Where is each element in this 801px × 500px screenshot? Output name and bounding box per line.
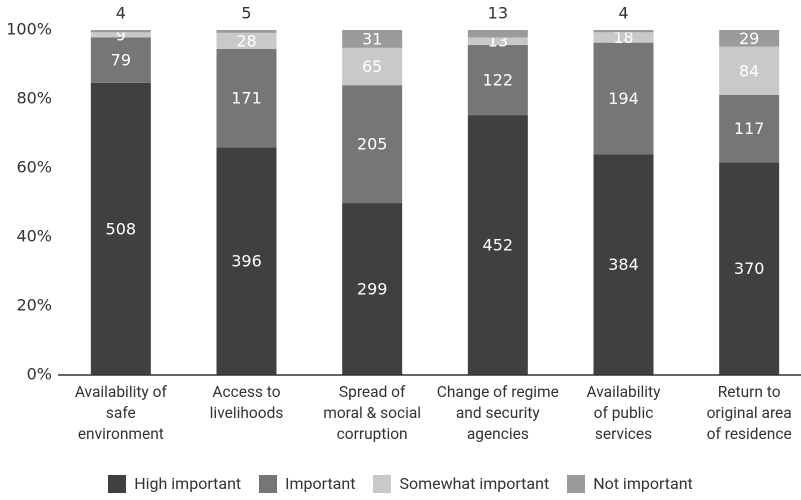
data-label: 5 (241, 4, 251, 23)
legend-item: Important (259, 474, 355, 493)
x-tick-label: Change of regime and security agencies (436, 383, 559, 443)
data-label: 9 (116, 25, 126, 44)
data-label: 18 (613, 28, 633, 47)
data-label: 4 (116, 4, 126, 23)
y-tick-label: 100% (6, 20, 52, 39)
y-tick-label: 0% (27, 365, 52, 384)
bar-segment (593, 32, 654, 43)
x-tick-label: Spread of moral & social corruption (323, 383, 422, 443)
data-label: 508 (106, 219, 137, 238)
legend-item: Somewhat important (373, 474, 549, 493)
x-tick-label: Return to original area of residence (706, 383, 792, 443)
bar-segment (216, 147, 277, 375)
bar-segment (216, 30, 277, 33)
legend-item: Not important (567, 474, 693, 493)
bar-segment (719, 162, 780, 375)
y-tick-label: 40% (16, 227, 52, 246)
data-label: 171 (231, 89, 262, 108)
data-label: 370 (734, 259, 765, 278)
bar-segment (593, 30, 654, 33)
bar-segment (342, 203, 403, 375)
bar-segment (719, 94, 780, 163)
data-label: 13 (488, 4, 508, 23)
bar-segment (90, 82, 151, 376)
y-tick-label: 20% (16, 296, 52, 315)
data-label: 29 (739, 29, 759, 48)
x-tick-label: Access to livelihoods (209, 383, 284, 422)
legend: High important Important Somewhat importan… (0, 474, 801, 493)
legend-label: High important (134, 474, 242, 493)
legend-swatch (373, 474, 392, 493)
legend-swatch (567, 474, 586, 493)
bar-segment (593, 42, 654, 155)
bar-segment (467, 115, 528, 375)
bar-segment (90, 37, 151, 83)
legend-label: Somewhat important (399, 474, 550, 493)
data-label: 65 (362, 57, 382, 76)
bar-segment (216, 32, 277, 49)
data-label: 122 (483, 71, 514, 90)
legend-swatch (108, 474, 127, 493)
data-label: 396 (231, 252, 262, 271)
bar-segment (467, 30, 528, 38)
bar-segment (90, 30, 151, 33)
y-tick-label: 60% (16, 158, 52, 177)
data-label: 4 (618, 4, 628, 23)
bar-segment (719, 30, 780, 47)
bar-segment (342, 47, 403, 86)
data-label: 452 (483, 236, 514, 255)
bar-segment (467, 44, 528, 116)
data-label: 84 (739, 61, 759, 80)
data-label: 384 (608, 255, 639, 274)
legend-swatch (259, 474, 278, 493)
bar-segment (719, 46, 780, 95)
data-label: 28 (236, 31, 256, 50)
bar-segment (216, 48, 277, 148)
bar-segment (593, 154, 654, 375)
y-tick-label: 80% (16, 89, 52, 108)
data-label: 299 (357, 280, 388, 299)
data-label: 117 (734, 119, 765, 138)
bar-segment (342, 30, 403, 48)
data-label: 79 (111, 51, 131, 70)
data-label: 31 (362, 29, 382, 48)
data-label: 205 (357, 135, 388, 154)
legend-label: Not important (593, 474, 693, 493)
bar-segment (342, 85, 403, 204)
data-label: 194 (608, 89, 639, 108)
bar-segment (90, 32, 151, 38)
bar-segment (467, 37, 528, 45)
plot: 0% 20% 40% 60% 80% 100% 508 79 9 4 396 171 28 5 299 205… (6, 4, 801, 384)
x-tick-label: Availability of safe environment (74, 383, 167, 443)
x-tick-label: Availability of public services (586, 383, 661, 443)
legend-label: Important (285, 474, 356, 493)
legend-item: High important (108, 474, 241, 493)
